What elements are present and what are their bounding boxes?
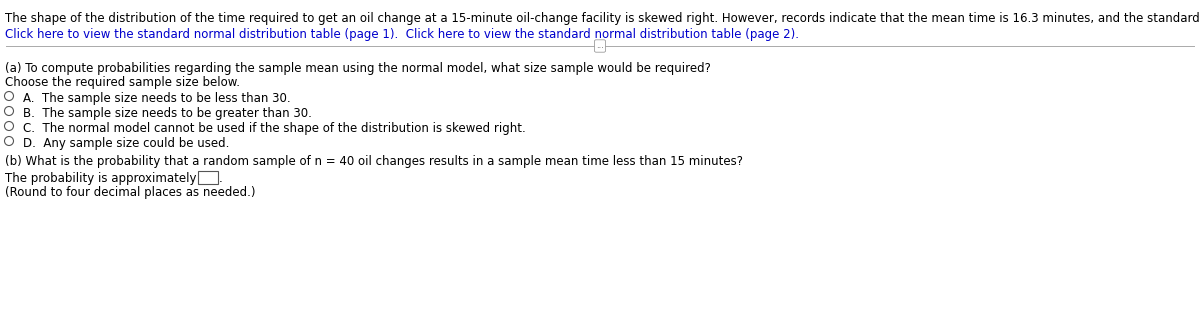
Text: D.  Any sample size could be used.: D. Any sample size could be used. bbox=[23, 137, 229, 150]
Text: ...: ... bbox=[596, 42, 604, 51]
Text: B.  The sample size needs to be greater than 30.: B. The sample size needs to be greater t… bbox=[23, 107, 312, 120]
Text: Choose the required sample size below.: Choose the required sample size below. bbox=[5, 76, 240, 89]
Text: A.  The sample size needs to be less than 30.: A. The sample size needs to be less than… bbox=[23, 92, 290, 105]
Text: (Round to four decimal places as needed.): (Round to four decimal places as needed.… bbox=[5, 186, 256, 199]
Text: (b) What is the probability that a random sample of n = 40 oil changes results i: (b) What is the probability that a rando… bbox=[5, 155, 743, 168]
Text: The shape of the distribution of the time required to get an oil change at a 15-: The shape of the distribution of the tim… bbox=[5, 12, 1200, 25]
Text: .: . bbox=[220, 172, 223, 185]
Text: The probability is approximately: The probability is approximately bbox=[5, 172, 197, 185]
Text: C.  The normal model cannot be used if the shape of the distribution is skewed r: C. The normal model cannot be used if th… bbox=[23, 122, 526, 135]
Text: (a) To compute probabilities regarding the sample mean using the normal model, w: (a) To compute probabilities regarding t… bbox=[5, 62, 710, 75]
FancyBboxPatch shape bbox=[198, 171, 218, 184]
Text: Click here to view the standard normal distribution table (page 1).  Click here : Click here to view the standard normal d… bbox=[5, 28, 799, 41]
